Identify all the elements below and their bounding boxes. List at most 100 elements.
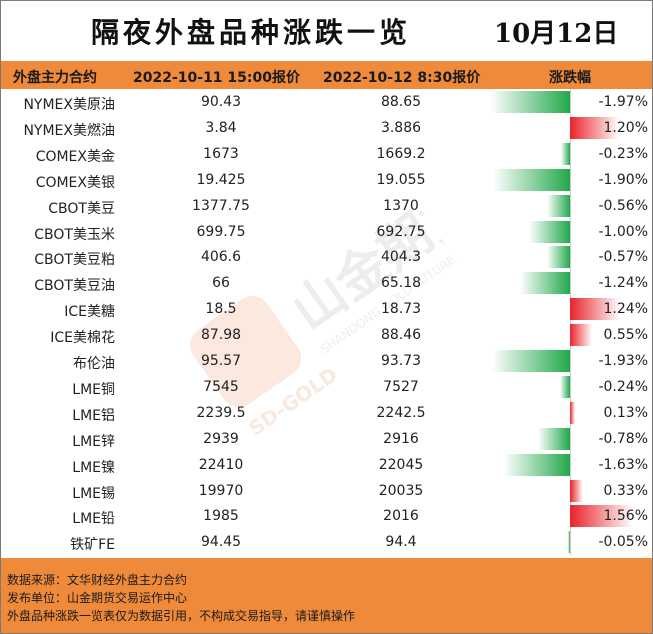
change-percent: -1.63% [598, 456, 648, 473]
curr-price: 22045 [378, 456, 424, 473]
prev-price: 1985 [203, 508, 239, 525]
contract-name: COMEX美银 [35, 174, 115, 191]
change-percent: 1.24% [603, 301, 648, 318]
table-row: LME锡 19970 20035 0.33% [1, 478, 652, 504]
curr-price: 1669.2 [376, 145, 426, 162]
prev-price: 19.425 [196, 171, 246, 188]
table-row: 铁矿FE 94.45 94.4 -0.05% [1, 529, 652, 555]
curr-price: 18.73 [380, 301, 422, 318]
table-row: ICE美糖 18.5 18.73 1.24% [1, 296, 652, 322]
contract-name: CBOT美玉米 [34, 226, 115, 243]
change-percent: -1.00% [598, 223, 648, 240]
contract-name: LME锌 [72, 433, 115, 450]
change-percent: -1.24% [598, 275, 648, 292]
prev-price: 22410 [198, 456, 244, 473]
table-row: NYMEX美燃油 3.84 3.886 1.20% [1, 115, 652, 141]
curr-price: 94.4 [385, 534, 417, 551]
header-change: 涨跌幅 [549, 70, 591, 86]
curr-price: 2242.5 [376, 404, 426, 421]
change-percent: -0.78% [598, 430, 648, 447]
prev-price: 66 [212, 275, 230, 292]
curr-price: 2016 [383, 508, 419, 525]
table-row: NYMEX美原油 90.43 88.65 -1.97% [1, 89, 652, 115]
change-percent: -0.56% [598, 197, 648, 214]
prev-price: 1673 [203, 145, 239, 162]
header-contract: 外盘主力合约 [13, 70, 97, 86]
curr-price: 65.18 [380, 275, 422, 292]
report-date: 10月12日 [494, 19, 619, 49]
footer-source: 数据来源：文华财经外盘主力合约 [7, 573, 188, 587]
table-row: LME锌 2939 2916 -0.78% [1, 426, 652, 452]
curr-price: 93.73 [380, 353, 422, 369]
change-bar [492, 168, 570, 191]
contract-name: NYMEX美原油 [23, 97, 115, 113]
table-row: LME镍 22410 22045 -1.63% [1, 452, 652, 478]
prev-price: 2939 [203, 430, 239, 447]
table-row: CBOT美豆油 66 65.18 -1.24% [1, 270, 652, 296]
change-bar [560, 375, 570, 398]
contract-name: LME锡 [72, 485, 115, 502]
curr-price: 19.055 [376, 171, 426, 188]
change-bar [538, 427, 570, 450]
prev-price: 18.5 [205, 301, 237, 318]
change-percent: -0.24% [598, 378, 648, 395]
change-bar [570, 298, 621, 321]
contract-name: LME铝 [72, 407, 115, 424]
curr-price: 2916 [383, 430, 419, 447]
curr-price: 88.65 [380, 94, 422, 110]
change-bar [560, 142, 570, 165]
curr-price: 20035 [378, 482, 424, 499]
table-row: CBOT美豆 1377.75 1370 -0.56% [1, 193, 652, 219]
curr-price: 1370 [383, 197, 419, 214]
change-bar [570, 505, 634, 528]
title-bar: 隔夜外盘品种涨跌一览 10月12日 [1, 1, 652, 61]
footer: 数据来源：文华财经外盘主力合约 发布单位：山金期货交易运作中心 外盘品种涨跌一览… [1, 558, 652, 633]
prev-price: 7545 [203, 378, 239, 395]
table-row: LME铅 1985 2016 1.56% [1, 503, 652, 529]
curr-price: 404.3 [380, 249, 422, 266]
header-prev-price: 2022-10-11 15:00报价 [133, 70, 300, 86]
footer-publisher: 发布单位：山金期货交易运作中心 [7, 591, 188, 605]
footer-disclaimer: 外盘品种涨跌一览表仅为数据引用，不构成交易指导，请谨慎操作 [7, 609, 356, 623]
change-bar [567, 531, 570, 554]
table-header: 外盘主力合约 2022-10-11 15:00报价 2022-10-12 8:3… [1, 61, 652, 89]
prev-price: 19970 [198, 482, 244, 499]
contract-name: NYMEX美燃油 [23, 122, 115, 139]
change-percent: 1.20% [603, 119, 648, 136]
change-bar [546, 246, 570, 269]
change-bar [570, 479, 584, 502]
change-bar [490, 91, 570, 113]
prev-price: 95.57 [200, 353, 242, 369]
table-row: 布伦油 95.57 93.73 -1.93% [1, 348, 652, 374]
change-percent: 1.56% [603, 508, 648, 525]
table-row: ICE美棉花 87.98 88.46 0.55% [1, 322, 652, 348]
change-bar [519, 272, 570, 295]
prev-price: 2239.5 [196, 404, 246, 421]
prev-price: 406.6 [200, 249, 242, 266]
change-bar [503, 453, 570, 476]
prev-price: 94.45 [200, 534, 242, 551]
page-title: 隔夜外盘品种涨跌一览 [91, 16, 412, 49]
table-row: COMEX美银 19.425 19.055 -1.90% [1, 167, 652, 193]
prev-price: 90.43 [200, 94, 242, 110]
change-percent: -0.57% [598, 249, 648, 266]
change-percent: -1.90% [598, 171, 648, 188]
curr-price: 88.46 [380, 327, 422, 344]
table-row: CBOT美玉米 699.75 692.75 -1.00% [1, 219, 652, 245]
change-percent: -1.93% [598, 353, 648, 369]
contract-name: LME铅 [72, 511, 115, 528]
contract-name: LME铜 [72, 381, 115, 398]
change-bar [570, 324, 593, 347]
prev-price: 1377.75 [192, 197, 250, 214]
curr-price: 7527 [383, 378, 419, 395]
prev-price: 699.75 [196, 223, 246, 240]
change-percent: 0.13% [603, 404, 648, 421]
contract-name: COMEX美金 [35, 148, 115, 165]
header-curr-price: 2022-10-12 8:30报价 [323, 70, 481, 86]
change-bar [529, 220, 570, 243]
table-row: CBOT美豆粕 406.6 404.3 -0.57% [1, 244, 652, 270]
contract-name: ICE美糖 [64, 304, 115, 321]
curr-price: 3.886 [380, 119, 422, 136]
table-row: COMEX美金 1673 1669.2 -0.23% [1, 141, 652, 167]
change-bar [547, 194, 570, 217]
